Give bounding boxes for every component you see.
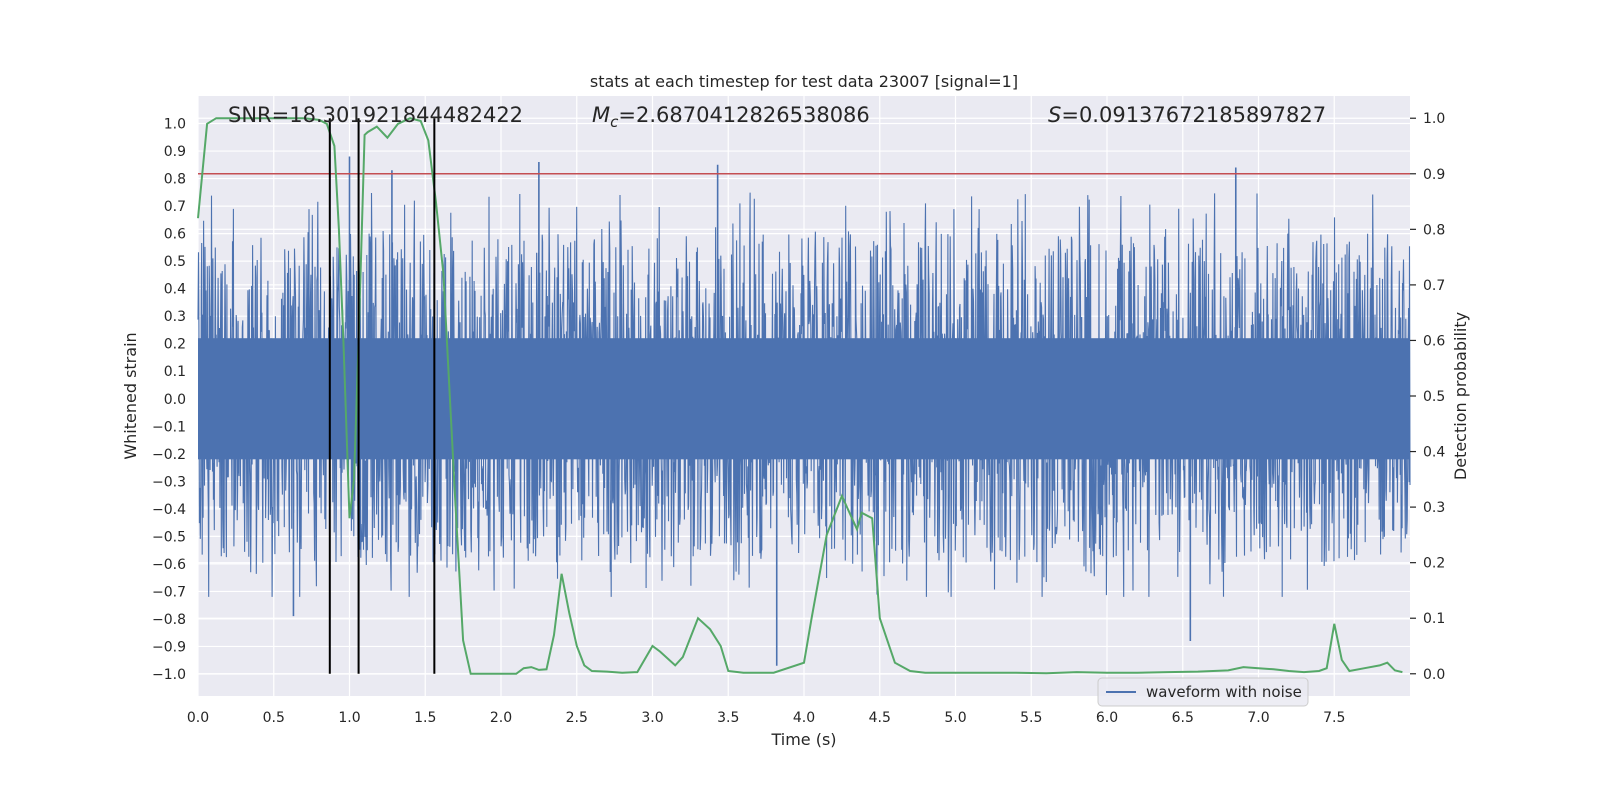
y-right-tick-label: 0.4 bbox=[1423, 445, 1445, 461]
y-left-tick-label: 0.6 bbox=[164, 227, 186, 243]
y-left-tick-label: 0.4 bbox=[164, 282, 186, 298]
y-left-tick-label: −0.7 bbox=[152, 584, 186, 600]
y-right-tick-label: 0.2 bbox=[1423, 556, 1445, 572]
x-tick-label: 7.5 bbox=[1323, 710, 1345, 726]
s-annotation: S=0.09137672185897827 bbox=[1048, 103, 1326, 127]
s-value: =0.09137672185897827 bbox=[1061, 103, 1326, 127]
y-left-tick-label: −0.8 bbox=[152, 612, 186, 628]
y-right-tick-label: 0.5 bbox=[1423, 389, 1445, 405]
y-right-tick-label: 0.0 bbox=[1423, 667, 1445, 683]
y-axis-right-label: Detection probability bbox=[1451, 312, 1470, 480]
y-left-tick-label: 0.5 bbox=[164, 254, 186, 270]
x-axis-label: Time (s) bbox=[770, 730, 836, 749]
legend: waveform with noise bbox=[1097, 677, 1309, 707]
waveform-line bbox=[197, 192, 1411, 597]
x-tick-label: 3.0 bbox=[641, 710, 663, 726]
x-tick-label: 3.5 bbox=[717, 710, 739, 726]
y-left-tick-label: −0.2 bbox=[152, 447, 186, 463]
y-right-tick-label: 0.6 bbox=[1423, 333, 1445, 349]
x-tick-label: 6.5 bbox=[1172, 710, 1194, 726]
probability-line bbox=[197, 117, 1403, 675]
mc-symbol: M bbox=[592, 103, 610, 127]
x-tick-label: 6.0 bbox=[1096, 710, 1118, 726]
snr-annotation: SNR=18.301921844482422 bbox=[228, 103, 523, 127]
axis-ticks: 0.0 0.5 1.0 1.5 2.0 2.5 3.0 3.5 4.0 4.5 5.0 5.5 6.0 6… bbox=[152, 111, 1445, 726]
y-left-tick-label: −0.4 bbox=[152, 502, 186, 518]
x-tick-label: 4.0 bbox=[793, 710, 815, 726]
y-right-tick-label: 0.9 bbox=[1423, 167, 1445, 183]
waveform-core bbox=[198, 338, 1410, 460]
y-right-tick-label: 0.7 bbox=[1423, 278, 1445, 294]
y-left-tick-label: −0.5 bbox=[152, 529, 186, 545]
legend-entry-waveform: waveform with noise bbox=[1146, 683, 1302, 701]
x-tick-label: 5.0 bbox=[944, 710, 966, 726]
x-tick-label: 2.0 bbox=[490, 710, 512, 726]
s-symbol: S bbox=[1048, 103, 1061, 127]
y-left-tick-label: −0.9 bbox=[152, 639, 186, 655]
y-left-tick-label: 0.1 bbox=[164, 364, 186, 380]
x-tick-label: 1.0 bbox=[338, 710, 360, 726]
y-left-tick-label: 0.8 bbox=[164, 172, 186, 188]
y-left-tick-label: −0.6 bbox=[152, 557, 186, 573]
x-tick-label: 5.5 bbox=[1020, 710, 1042, 726]
x-tick-label: 0.5 bbox=[263, 710, 285, 726]
chirp-mass-annotation: Mc=2.6870412826538086 bbox=[592, 103, 870, 131]
x-tick-label: 4.5 bbox=[869, 710, 891, 726]
x-tick-label: 0.0 bbox=[187, 710, 209, 726]
vertical-markers bbox=[328, 118, 436, 674]
y-left-tick-label: 0.7 bbox=[164, 199, 186, 215]
y-left-tick-label: −0.1 bbox=[152, 419, 186, 435]
x-tick-label: 1.5 bbox=[414, 710, 436, 726]
waveform-series bbox=[197, 123, 1411, 666]
y-left-tick-label: 0.3 bbox=[164, 309, 186, 325]
mc-subscript: c bbox=[610, 113, 619, 131]
y-left-tick-label: 1.0 bbox=[164, 117, 186, 133]
y-left-tick-label: 0.9 bbox=[164, 144, 186, 160]
mc-value: =2.6870412826538086 bbox=[618, 103, 869, 127]
probability-series bbox=[197, 117, 1403, 675]
y-left-tick-label: 0.2 bbox=[164, 337, 186, 353]
chart-title: stats at each timestep for test data 230… bbox=[590, 72, 1018, 91]
y-left-tick-label: −0.3 bbox=[152, 474, 186, 490]
y-right-tick-label: 0.1 bbox=[1423, 611, 1445, 627]
y-axis-left-label: Whitened strain bbox=[121, 332, 140, 459]
y-right-tick-label: 1.0 bbox=[1423, 111, 1445, 127]
y-left-tick-label: 0.0 bbox=[164, 392, 186, 408]
y-right-tick-label: 0.3 bbox=[1423, 500, 1445, 516]
x-tick-label: 2.5 bbox=[566, 710, 588, 726]
y-left-tick-label: −1.0 bbox=[152, 667, 186, 683]
x-tick-label: 7.0 bbox=[1247, 710, 1269, 726]
y-right-tick-label: 0.8 bbox=[1423, 222, 1445, 238]
legend-box bbox=[1097, 677, 1309, 707]
